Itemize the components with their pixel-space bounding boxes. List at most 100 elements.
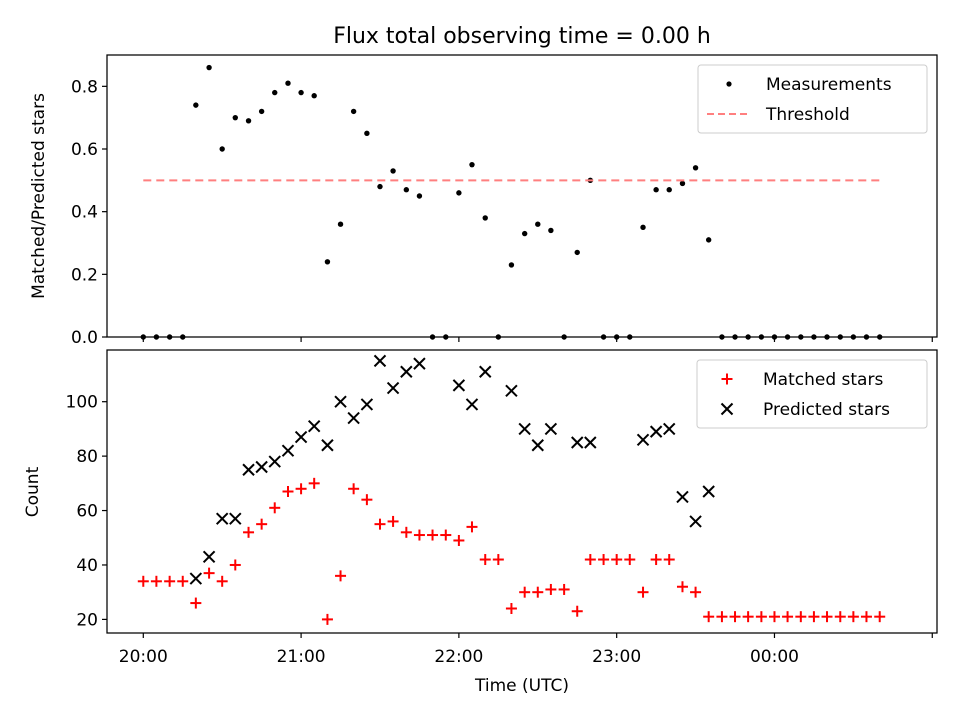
predicted-star-point [465,398,479,411]
predicted-star-point [347,411,360,425]
measurement-point [508,262,515,268]
measurement-point [548,227,554,234]
measurement-point [219,146,225,152]
predicted-star-point [531,439,544,452]
measurement-point [535,221,541,227]
matched-star-point [860,611,872,623]
matched-star-point [519,586,531,598]
matched-star-point [295,483,307,495]
predicted-star-point [636,433,650,447]
matched-star-point [532,586,544,598]
bottom-ytick-label: 60 [76,502,98,522]
predicted-star-point [202,550,216,564]
legend-measurements-label: Measurements [766,75,892,95]
top-ytick-label: 0.0 [71,328,98,348]
matched-star-point [440,529,452,541]
measurement-point [350,108,357,115]
predicted-star-point [571,436,584,449]
bottom-ytick-label: 100 [66,393,98,413]
matched-star-point [650,554,662,566]
predicted-star-point [281,444,295,457]
predicted-star-point [649,425,663,438]
predicted-star-point [268,455,281,468]
predicted-star-point [544,422,558,436]
matched-star-point [203,567,215,579]
predicted-star-point [689,515,702,528]
matched-star-point [269,502,281,514]
legend-measurements-marker [726,81,732,87]
bottom-legend: Matched stars Predicted stars [696,359,928,429]
measurement-point [456,190,462,196]
measurement-point [666,187,672,193]
predicted-star-point [255,460,268,474]
matched-star-point [413,529,425,541]
predicted-star-point [452,379,466,392]
predicted-star-point [229,512,242,525]
top-legend-box [697,64,928,134]
bottom-xtick-label: 00:00 [750,647,799,667]
predicted-star-point [584,436,597,449]
matched-star-point [361,494,373,506]
measurement-point [469,161,475,168]
measurement-point [311,93,317,99]
matched-star-point [834,611,846,623]
top-panel: Flux total observing time = 0.00 h 0.00.… [29,24,938,348]
matched-star-point [256,518,268,530]
matched-star-point [676,581,688,593]
matched-star-point [874,611,886,623]
measurement-point [692,165,699,171]
predicted-star-point [413,357,426,370]
measurement-point [285,80,291,86]
measurement-point [272,89,278,96]
matched-star-point [729,611,741,623]
measurement-point [416,193,423,199]
measurement-point [337,221,344,227]
legend-x-glyph [720,402,734,416]
predicted-star-point [505,384,518,398]
chart-title: Flux total observing time = 0.00 h [333,24,711,49]
matched-star-point [400,526,412,538]
legend-matched-marker [721,373,733,385]
matched-star-point [742,611,754,623]
legend-plus-glyph [721,373,733,385]
matched-star-point [387,515,399,527]
matched-star-point [190,597,202,609]
matched-star-point [611,554,623,566]
bottom-ytick-label: 80 [76,447,98,467]
matched-star-point [137,575,149,587]
predicted-star-point [400,365,413,378]
matched-star-point [479,554,491,566]
measurement-point [232,114,238,121]
top-axes-frame [106,54,938,338]
predicted-star-point [676,490,689,504]
measurement-point [653,187,659,193]
measurement-point [390,168,396,174]
measurement-point [574,249,580,256]
predicted-star-point [518,422,531,436]
legend-matched-label: Matched stars [763,370,883,390]
matched-star-point [755,611,767,623]
predicted-star-point [294,430,308,444]
measurement-point [640,224,646,231]
measurement-point [679,180,686,187]
matched-star-point [150,575,162,587]
predicted-star-point [189,572,203,585]
predicted-star-point [479,365,492,378]
predicted-star-point [334,395,347,408]
matched-star-point [216,575,228,587]
legend-predicted-marker [720,402,734,416]
top-series [140,64,883,340]
matched-star-point [703,611,715,623]
matched-star-point [492,554,504,566]
predicted-star-point [321,439,334,452]
measurement-point [705,237,712,243]
legend-threshold-label: Threshold [765,105,850,125]
bottom-legend-box [696,359,928,429]
measurement-point [364,130,370,137]
bottom-axes-ticks: 20:00 21:00 22:00 23:00 00:00 20 40 60 80 100 [66,393,933,667]
matched-star-point [808,611,820,623]
measurement-point [245,118,252,124]
matched-star-point [374,518,386,530]
bottom-ytick-label: 20 [76,610,98,630]
